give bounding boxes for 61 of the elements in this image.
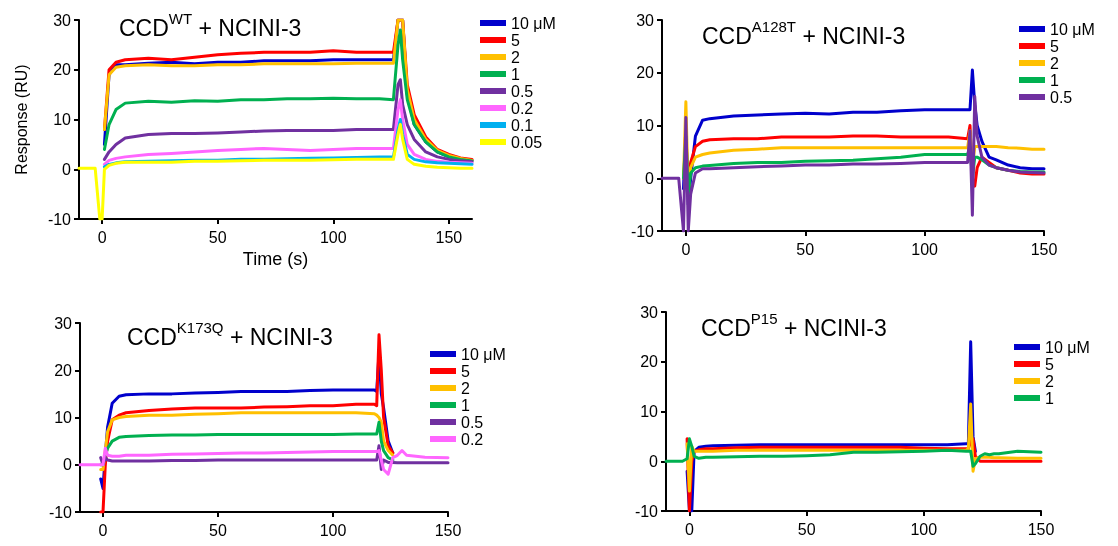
legend-label: 1 [511, 65, 520, 83]
legend-label: 0.5 [1050, 88, 1073, 106]
legend-label: 1 [1050, 71, 1059, 89]
y-tick-label: -10 [630, 222, 655, 240]
legend-label: 2 [1050, 54, 1059, 72]
legend-label: 5 [1045, 355, 1054, 373]
y-tick-label: 30 [54, 314, 73, 332]
x-tick-label: 50 [796, 240, 815, 258]
legend-label: 0.05 [511, 133, 543, 151]
x-tick-label: 150 [435, 228, 463, 246]
y-tick-label: 0 [645, 169, 655, 187]
y-tick-label: -10 [47, 210, 72, 228]
legend-label: 10 μM [511, 14, 556, 32]
x-tick-label: 100 [319, 228, 347, 246]
y-tick-label: 0 [62, 160, 72, 178]
x-tick-label: 0 [98, 521, 108, 539]
legend-label: 5 [1050, 37, 1059, 55]
x-tick-label: 100 [911, 240, 939, 258]
y-tick-label: 20 [54, 361, 73, 379]
x-tick-label: 50 [797, 520, 816, 538]
legend-label: 0.5 [511, 82, 534, 100]
legend-label: 2 [511, 48, 520, 66]
legend-label: 10 μM [1050, 20, 1095, 38]
legend-label: 2 [1045, 372, 1054, 390]
legend-label: 5 [461, 362, 470, 380]
legend-label: 1 [461, 396, 470, 414]
legend-label: 5 [511, 31, 520, 49]
y-tick-label: 10 [53, 111, 72, 129]
legend-label: 0.2 [511, 99, 534, 117]
y-tick-label: 30 [640, 303, 659, 321]
legend-label: 0.2 [461, 430, 484, 448]
x-tick-label: 50 [208, 228, 227, 246]
x-tick-label: 150 [1027, 520, 1055, 538]
legend-label: 0.5 [461, 413, 484, 431]
legend-label: 1 [1045, 389, 1054, 407]
y-tick-label: 10 [54, 409, 73, 426]
x-tick-label: 100 [319, 521, 347, 539]
x-tick-label: 100 [910, 520, 938, 538]
legend-label: 10 μM [1045, 338, 1090, 356]
legend-label: 10 μM [461, 345, 506, 363]
y-tick-label: 10 [636, 117, 655, 134]
y-axis-title: Response (RU) [12, 64, 30, 175]
x-tick-label: 50 [209, 521, 227, 539]
x-tick-label: 150 [1030, 240, 1058, 258]
legend-label: 0.1 [511, 116, 534, 134]
x-tick-label: 0 [684, 520, 694, 538]
x-axis-title: Time (s) [242, 249, 309, 269]
y-tick-label: 20 [640, 353, 659, 371]
y-tick-label: -10 [634, 502, 659, 520]
x-tick-label: 0 [681, 240, 691, 258]
y-tick-label: 0 [63, 456, 73, 474]
x-tick-label: 0 [97, 228, 107, 246]
y-tick-label: 20 [53, 61, 72, 79]
y-tick-label: -10 [48, 503, 73, 521]
y-tick-label: 30 [53, 11, 72, 29]
y-tick-label: 30 [636, 11, 655, 29]
y-tick-label: 10 [640, 403, 659, 420]
y-tick-label: 20 [636, 64, 655, 82]
x-tick-label: 150 [434, 521, 462, 539]
legend-label: 2 [461, 379, 470, 397]
y-tick-label: 0 [649, 452, 659, 470]
